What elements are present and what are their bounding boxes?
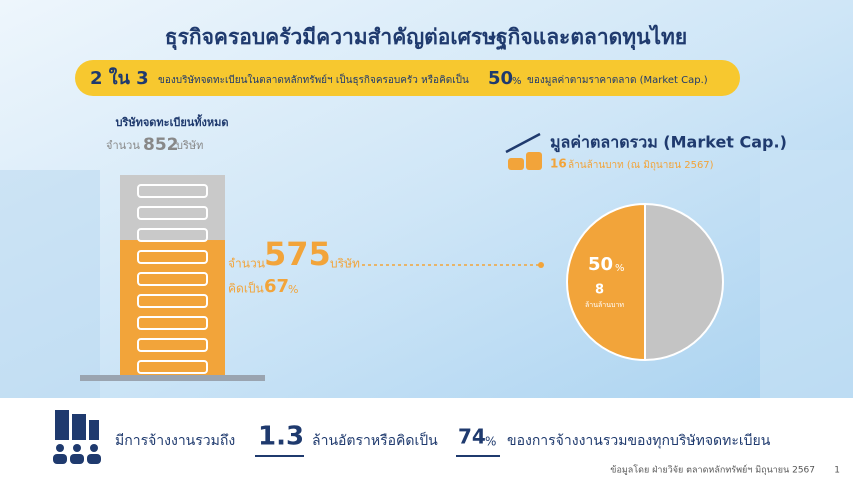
market-cap-unit: ล้านล้านบาท (ณ มิถุนายน 2567): [568, 159, 714, 171]
pie-percent: %: [615, 263, 625, 274]
banner-ratio: 2 ใน 3: [90, 67, 149, 89]
pie-slice: [566, 202, 646, 362]
employment-share: 74: [458, 425, 486, 449]
connector-dot: [538, 262, 544, 268]
family-unit: บริษัท: [330, 257, 360, 271]
listed-prefix: จำนวน: [106, 139, 140, 152]
title: ธุรกิจครอบครัวมีความสำคัญต่อเศรษฐกิจและต…: [165, 24, 687, 51]
employment-percent: %: [485, 435, 496, 449]
bg-building: [760, 150, 853, 400]
banner: [75, 60, 740, 96]
window: [137, 338, 208, 352]
pie-unit: ล้านล้านบาท: [585, 301, 624, 309]
listed-unit: บริษัท: [176, 139, 203, 152]
family-share: 67: [264, 276, 289, 297]
ground: [80, 375, 265, 381]
employment-text: มีการจ้างงานรวมถึง: [115, 433, 235, 449]
window: [137, 316, 208, 330]
people-icon: [53, 410, 101, 464]
listed-label: บริษัทจดทะเบียนทั้งหมด: [115, 114, 228, 129]
family-prefix: จำนวน: [228, 257, 265, 271]
window: [137, 360, 208, 374]
employment-text: ล้านอัตราหรือคิดเป็น: [312, 431, 438, 449]
banner-percent: %: [512, 76, 522, 87]
banner-share: 50: [488, 68, 513, 89]
window: [137, 250, 208, 264]
coin-icon: [505, 132, 542, 170]
family-count: 575: [264, 235, 331, 273]
employment-amount: 1.3: [258, 422, 304, 452]
pie-amount: 8: [595, 283, 604, 298]
footer-source: ข้อมูลโดย ฝ่ายวิจัย ตลาดหลักทรัพย์ฯ มิถุ…: [610, 464, 815, 476]
pie-share: 50: [588, 254, 613, 275]
banner-text: ของมูลค่าตามราคาตลาด (Market Cap.): [527, 75, 708, 86]
listed-total: 852: [143, 135, 179, 155]
window: [137, 184, 208, 198]
bg-building: [0, 170, 100, 400]
share-sign: %: [288, 283, 298, 296]
window: [137, 294, 208, 308]
window: [137, 206, 208, 220]
banner-text: ของบริษัทจดทะเบียนในตลาดหลักทรัพย์ฯ เป็น…: [158, 72, 469, 86]
page-number: 1: [834, 466, 840, 476]
window: [137, 228, 208, 242]
bottom-panel: [0, 398, 853, 480]
window: [137, 272, 208, 286]
employment-text: ของการจ้างงานรวมของทุกบริษัทจดทะเบียน: [507, 433, 771, 449]
market-cap-total: 16: [550, 157, 567, 171]
share-prefix: คิดเป็น: [228, 281, 264, 296]
market-cap-title: มูลค่าตลาดรวม (Market Cap.): [550, 133, 787, 154]
pie-slice: [644, 202, 724, 362]
